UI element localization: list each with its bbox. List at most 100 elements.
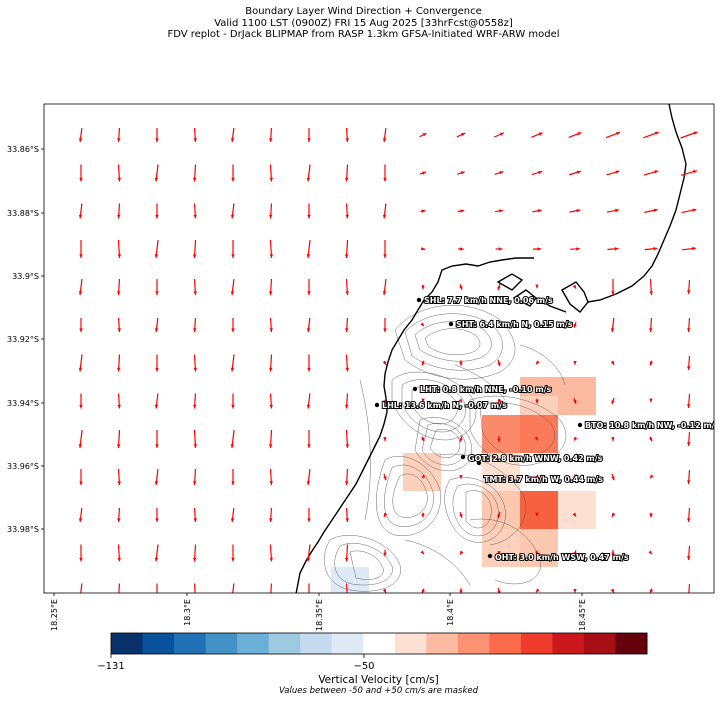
wind-arrow-head (498, 247, 503, 251)
wind-arrow-head (498, 399, 502, 403)
wind-arrow-head (611, 552, 615, 557)
wind-arrow-head (421, 209, 426, 213)
wind-arrow-shaft (232, 583, 235, 593)
wind-arrow-head (269, 214, 273, 219)
wind-arrow-head (192, 557, 197, 562)
station-marker (416, 297, 422, 303)
wind-arrow-head (687, 290, 691, 294)
lat-tick-label: 33.86°S (7, 145, 39, 154)
wind-arrow-head (231, 404, 235, 409)
wind-arrow-head (611, 400, 615, 405)
colorbar-frame (110, 632, 648, 655)
wind-arrow-head (421, 513, 425, 518)
wind-arrow-head (306, 328, 311, 332)
wind-arrow-head (499, 132, 504, 136)
wind-arrow-head (116, 291, 121, 295)
wind-arrow-head (231, 595, 234, 599)
wind-arrow-head (649, 437, 653, 442)
wind-arrow-head (268, 291, 273, 295)
wind-arrow-head (383, 476, 387, 481)
lat-tick-label: 33.96°S (7, 462, 39, 471)
station-marker (448, 321, 454, 327)
station-marker (487, 553, 493, 559)
wind-arrow-head (421, 361, 425, 366)
wind-arrow-head (230, 367, 235, 372)
longitude-axis: 18.25°E 18.3°E 18.35°E 18.4°E 18.45°E (50, 593, 587, 631)
wind-arrow-head (307, 518, 311, 522)
wind-arrow-head (459, 285, 463, 290)
wind-arrow-head (345, 595, 348, 599)
wind-arrow-shaft (270, 583, 273, 593)
wind-arrow-head (307, 291, 311, 295)
wind-arrow-head (572, 512, 576, 517)
wind-arrow-head (535, 512, 539, 517)
lon-tick-label: 18.4°E (446, 599, 455, 626)
wind-arrow-head (422, 474, 426, 479)
wind-arrow-head (538, 132, 543, 136)
wind-arrow-head (155, 595, 158, 599)
wind-arrow-head (420, 322, 424, 327)
wind-arrow-head (155, 518, 159, 522)
colorbar-tick-min: −131 (97, 661, 124, 672)
wind-arrow-head (155, 367, 159, 372)
wind-arrow-head (154, 328, 159, 332)
wind-arrow-head (687, 328, 691, 332)
map-background (44, 104, 714, 593)
wind-arrow-head (193, 138, 197, 142)
wind-arrow-head (687, 442, 691, 446)
wind-arrow-head (154, 481, 159, 485)
wind-arrow-head (460, 550, 464, 555)
wind-arrow-head (649, 589, 653, 593)
wind-arrow-head (117, 254, 122, 258)
wind-arrow-head (155, 291, 159, 295)
wind-arrow-head (537, 247, 542, 251)
wind-arrow-head (576, 170, 581, 174)
wind-arrow-head (535, 284, 539, 289)
lon-tick-label: 18.25°E (50, 599, 59, 631)
wind-arrow-head (345, 138, 349, 142)
wind-arrow-head (459, 437, 463, 442)
wind-arrow-head (269, 481, 274, 485)
wind-arrow-head (611, 291, 615, 295)
wind-arrow-head (193, 518, 197, 522)
wind-arrow-head (497, 551, 501, 555)
wind-arrow-head (461, 132, 466, 137)
wind-arrow-head (383, 328, 387, 332)
wind-arrow-head (649, 291, 654, 295)
wind-arrow-head (78, 518, 83, 522)
wind-arrow-head (268, 444, 273, 448)
wind-arrow-head (653, 246, 658, 251)
wind-arrow-head (576, 208, 581, 213)
station-label: LHT: 0.8 km/h NNE, -0.10 m/s (420, 385, 552, 394)
wind-arrow-head (687, 518, 691, 522)
wind-arrow-head (421, 285, 425, 290)
map-frame (43, 103, 715, 594)
wind-arrow-head (231, 177, 235, 182)
wind-arrow-head (382, 214, 387, 219)
wind-arrow-head (269, 557, 274, 562)
wind-arrow-head (538, 170, 543, 175)
wind-arrow-head (535, 323, 539, 328)
wind-arrow-head (459, 247, 464, 251)
wind-arrow-head (610, 328, 615, 332)
wind-arrow-head (687, 556, 691, 560)
station-label: SHL: 7.7 km/h NNE, 0.06 m/s (424, 296, 553, 305)
wind-arrow-shaft (688, 583, 691, 593)
wind-arrow-head (345, 518, 349, 522)
wind-arrow-head (612, 513, 616, 517)
wind-arrow-head (383, 177, 387, 182)
colorbar-swatch (331, 633, 364, 654)
wind-arrow-head (116, 367, 121, 372)
wind-arrow-head (615, 170, 620, 174)
station-marker (577, 422, 583, 428)
station-marker (412, 386, 418, 392)
wind-arrow-head (497, 590, 501, 593)
wind-arrow-head (154, 557, 159, 562)
colorbar-swatch (237, 633, 270, 654)
wind-arrow-head (192, 177, 197, 182)
wind-arrow-head (117, 481, 122, 485)
wind-arrow-head (653, 208, 658, 213)
wind-arrow-head (649, 328, 653, 332)
wind-arrow-head (345, 214, 349, 219)
wind-arrow-head (230, 518, 235, 522)
